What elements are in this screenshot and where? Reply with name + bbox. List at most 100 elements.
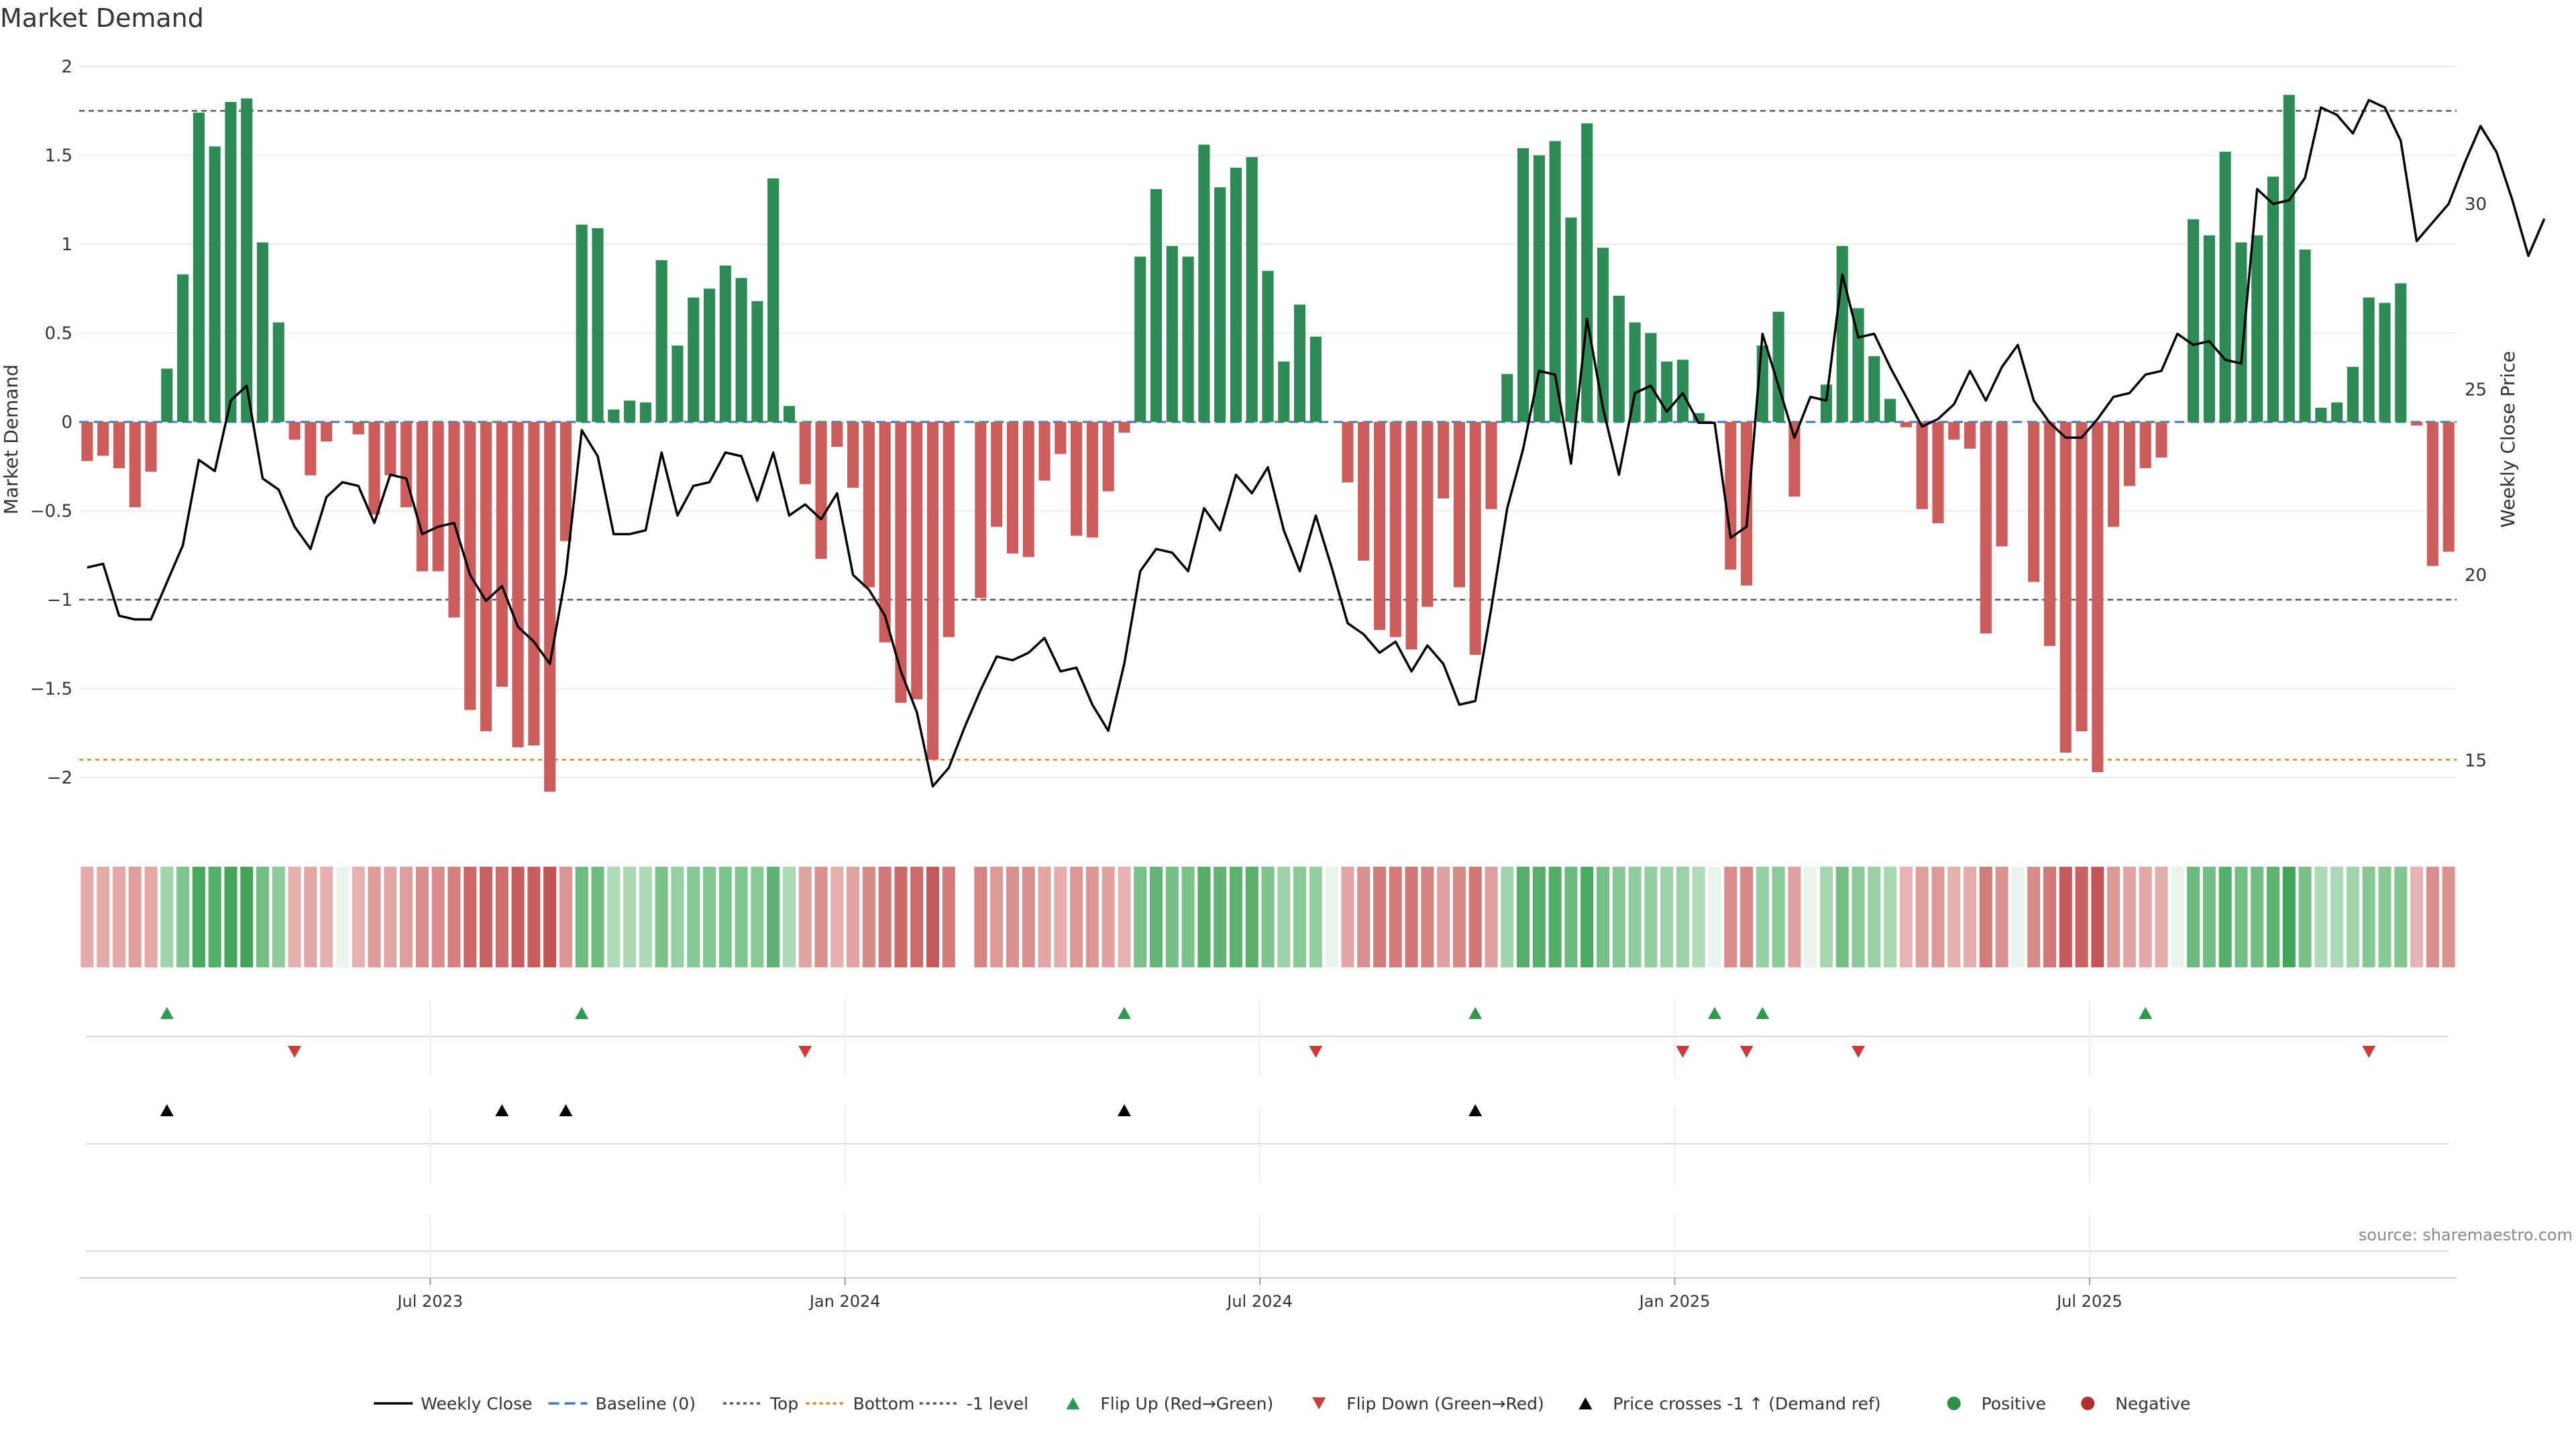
heat-cell-147	[2426, 867, 2439, 967]
heat-cell-83	[1405, 867, 1418, 967]
demand-bar-80	[1358, 422, 1370, 561]
demand-bar-148	[2443, 422, 2455, 552]
demand-bar-52	[911, 422, 923, 700]
demand-bar-5	[161, 368, 173, 422]
heat-cell-87	[1468, 867, 1482, 967]
heat-cell-59	[1022, 867, 1035, 967]
demand-bar-84	[1421, 422, 1434, 607]
y-tick-5: −0.5	[30, 502, 72, 522]
heat-cell-51	[894, 867, 908, 967]
demand-bar-39	[703, 288, 716, 422]
heat-cell-103	[1724, 867, 1737, 967]
demand-bar-27	[512, 422, 524, 747]
flip-down-marker-3	[1676, 1046, 1690, 1058]
demand-bar-143	[2363, 297, 2375, 422]
heat-cell-82	[1389, 867, 1402, 967]
heat-cell-76	[1293, 867, 1307, 967]
demand-bar-127	[2108, 422, 2120, 527]
heat-cell-11	[256, 867, 270, 967]
heat-cell-53	[926, 867, 940, 967]
heat-cell-38	[687, 867, 700, 967]
heat-cell-113	[1884, 867, 1897, 967]
heat-cell-45	[798, 867, 812, 967]
demand-bar-23	[448, 422, 460, 618]
heat-cell-61	[1054, 867, 1067, 967]
demand-bar-28	[528, 422, 540, 746]
demand-bar-25	[480, 422, 492, 732]
heat-cell-33	[607, 867, 621, 967]
heat-cell-135	[2235, 867, 2248, 967]
heat-cell-30	[559, 867, 572, 967]
heat-cell-131	[2171, 867, 2184, 967]
demand-bar-98	[1645, 333, 1657, 422]
heat-cell-72	[1229, 867, 1242, 967]
demand-bar-54	[943, 422, 955, 637]
demand-bar-83	[1405, 422, 1417, 650]
heat-cell-128	[2123, 867, 2136, 967]
flip-up-marker-6	[2139, 1007, 2153, 1019]
heat-cell-102	[1708, 867, 1721, 967]
demand-bar-17	[352, 422, 364, 435]
heat-cell-16	[335, 867, 349, 967]
heat-cell-13	[288, 867, 301, 967]
demand-bars	[81, 95, 2455, 792]
heat-cell-145	[2394, 867, 2408, 967]
legend-item-5: Flip Up (Red→Green)	[1066, 1394, 1273, 1413]
legend-label-8: Positive	[1982, 1394, 2046, 1413]
heat-cell-70	[1197, 867, 1211, 967]
demand-bar-134	[2219, 152, 2231, 422]
demand-bar-141	[2331, 402, 2343, 422]
legend-item-1: Baseline (0)	[548, 1394, 696, 1413]
legend-label-5: Flip Up (Red→Green)	[1100, 1394, 1273, 1413]
heat-cell-71	[1214, 867, 1227, 967]
legend-swatch-7	[1578, 1397, 1593, 1409]
heat-cell-31	[575, 867, 588, 967]
heat-cell-68	[1165, 867, 1179, 967]
heat-cell-100	[1676, 867, 1689, 967]
heat-cell-84	[1421, 867, 1434, 967]
heat-cell-15	[320, 867, 333, 967]
demand-bar-31	[576, 224, 588, 422]
demand-bar-58	[1006, 422, 1018, 554]
heat-cell-118	[1964, 867, 1977, 967]
heat-cell-107	[1788, 867, 1801, 967]
legend-item-4: -1 level	[919, 1394, 1028, 1413]
demand-bar-125	[2076, 422, 2088, 732]
heat-cell-126	[2091, 867, 2104, 967]
demand-bar-40	[719, 265, 731, 422]
heat-cell-40	[718, 867, 732, 967]
heat-cell-26	[495, 867, 508, 967]
heat-cell-37	[671, 867, 684, 967]
heat-cell-116	[1931, 867, 1945, 967]
y-tick-8: −2	[47, 768, 72, 788]
heat-cell-95	[1596, 867, 1610, 967]
demand-bar-126	[2092, 422, 2104, 773]
heat-cell-35	[639, 867, 652, 967]
demand-bar-124	[2059, 422, 2072, 753]
heat-cell-46	[814, 867, 828, 967]
demand-bar-59	[1022, 422, 1034, 557]
demand-bar-93	[1565, 217, 1577, 422]
heat-cell-14	[304, 867, 317, 967]
demand-bar-14	[305, 422, 317, 476]
demand-bar-137	[2267, 176, 2279, 422]
heat-cell-140	[2314, 867, 2328, 967]
demand-bar-7	[193, 112, 205, 422]
flip-down-marker-5	[1851, 1046, 1866, 1058]
demand-bar-67	[1150, 189, 1163, 422]
demand-bar-103	[1725, 422, 1737, 570]
heat-cell-115	[1915, 867, 1929, 967]
demand-bar-104	[1740, 422, 1753, 586]
heat-cell-144	[2378, 867, 2392, 967]
demand-bar-19	[384, 422, 396, 476]
heat-cell-23	[447, 867, 461, 967]
demand-bar-133	[2203, 235, 2215, 422]
demand-bar-35	[639, 402, 651, 422]
demand-bar-32	[592, 228, 604, 422]
demand-bar-49	[863, 422, 875, 588]
heat-cell-127	[2107, 867, 2121, 967]
heat-cell-57	[990, 867, 1004, 967]
heat-cell-74	[1261, 867, 1275, 967]
y-tick-0: 2	[61, 57, 72, 77]
demand-bar-113	[1884, 398, 1896, 422]
